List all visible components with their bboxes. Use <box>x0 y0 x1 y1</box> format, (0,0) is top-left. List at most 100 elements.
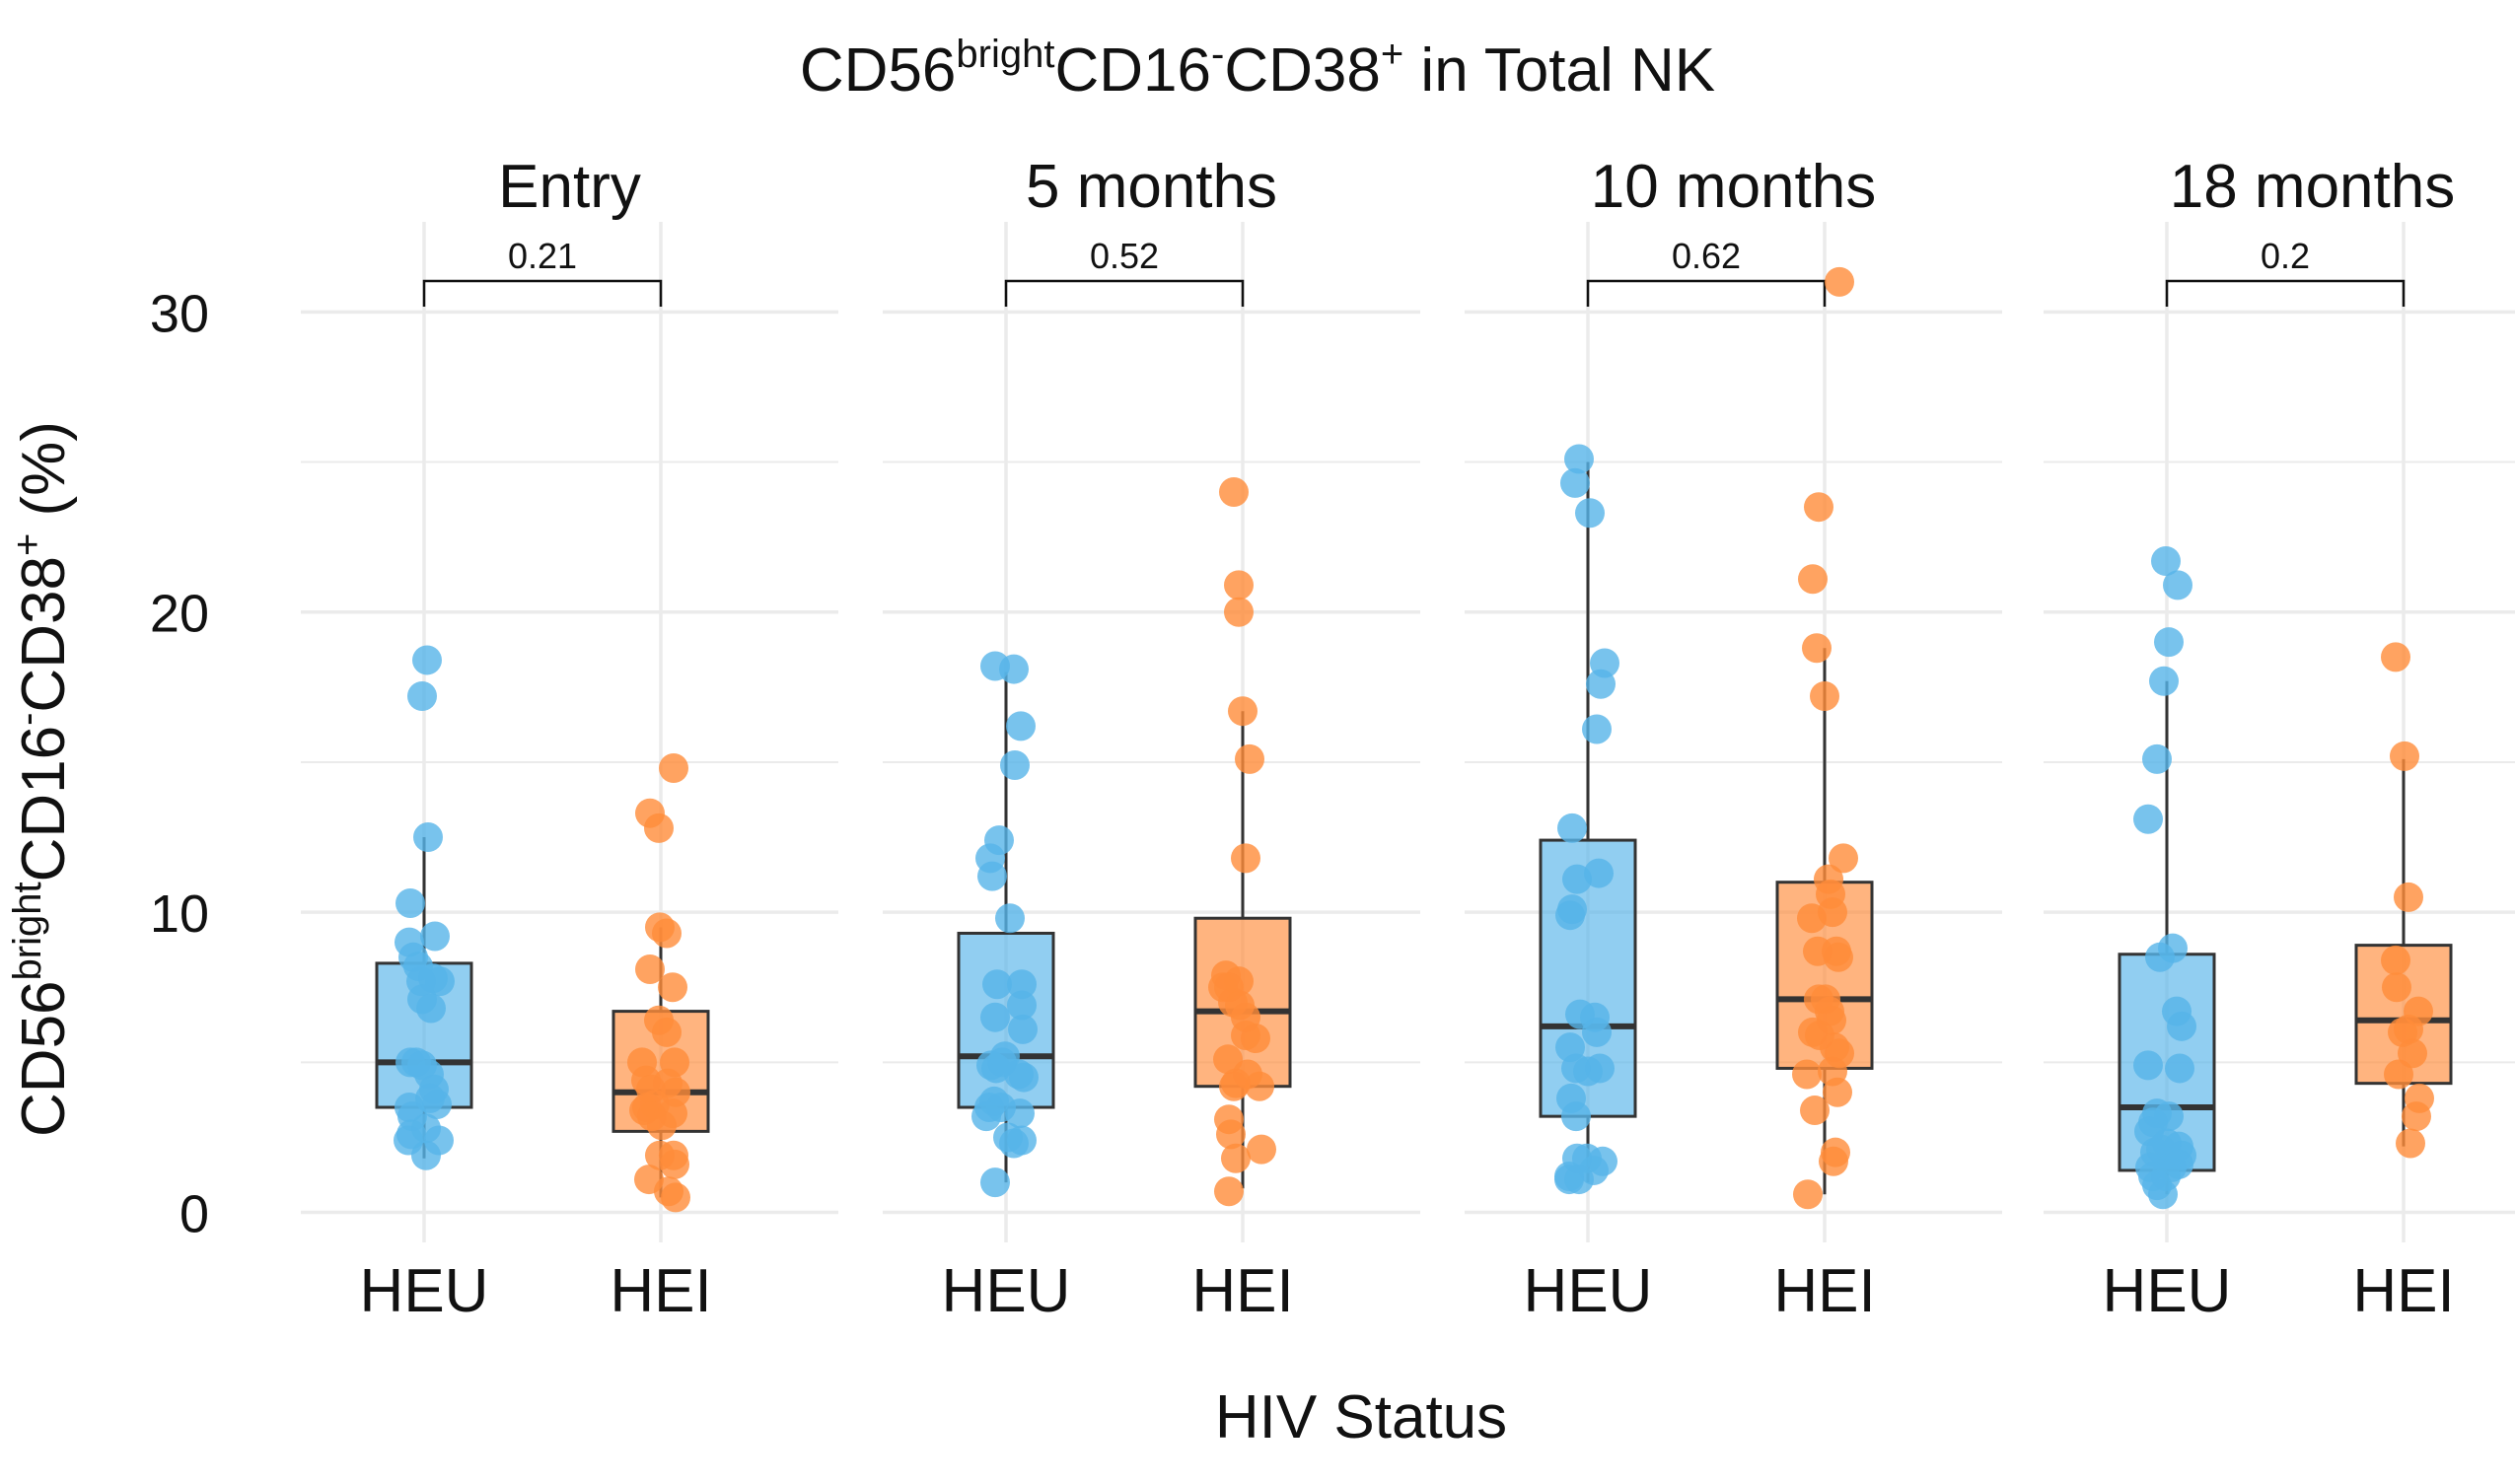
data-point-heu <box>1575 498 1605 529</box>
data-point-hei <box>1219 1071 1249 1101</box>
ylabel-part-base: CD56 <box>10 980 78 1137</box>
x-tick-label: HEU <box>360 1257 489 1325</box>
data-point-hei <box>1224 570 1254 601</box>
data-point-heu <box>1586 669 1616 699</box>
data-point-hei <box>1216 1119 1246 1150</box>
facet-panel: Entry 0.21 HEU HEI <box>301 153 838 1325</box>
data-point-heu <box>980 1167 1010 1198</box>
ylabel-part-tail: (%) <box>10 421 78 533</box>
y-tick-label: 30 <box>150 284 209 343</box>
title-sup-2: - <box>1211 33 1224 76</box>
y-axis-title: CD56brightCD16-CD38+ (%) <box>6 421 78 1137</box>
y-tick-label: 0 <box>180 1185 209 1244</box>
data-point-hei <box>652 918 682 949</box>
data-point-heu <box>1560 467 1590 498</box>
data-point-hei <box>1228 696 1258 727</box>
data-point-hei <box>1219 476 1249 507</box>
data-point-heu <box>2145 942 2175 972</box>
title-part-mid2: CD38 <box>1224 36 1381 105</box>
facet-label: 5 months <box>1026 153 1277 221</box>
data-point-heu <box>1007 1125 1037 1156</box>
data-point-hei <box>659 753 688 784</box>
chart-title: CD56brightCD16-CD38+ in Total NK <box>800 33 1715 105</box>
ylabel-sup-1: bright <box>6 882 49 980</box>
data-point-hei <box>2404 996 2433 1026</box>
ylabel-sup-3: + <box>6 533 49 556</box>
ylabel-part-mid: CD16 <box>10 726 78 883</box>
facet-label: 10 months <box>1591 153 1877 221</box>
significance-bracket <box>1004 279 1245 307</box>
data-point-hei <box>2398 1038 2427 1069</box>
significance-bracket <box>2165 279 2406 307</box>
data-point-heu <box>1557 813 1587 843</box>
data-point-heu <box>1554 1165 1584 1195</box>
data-point-hei <box>1241 1024 1270 1053</box>
p-value-label: 0.21 <box>508 236 577 276</box>
data-point-heu <box>1007 969 1037 1000</box>
data-point-hei <box>2381 945 2410 975</box>
data-point-heu <box>982 969 1012 1000</box>
data-point-hei <box>2384 1059 2413 1090</box>
data-point-heu <box>1009 1062 1039 1093</box>
data-point-hei <box>1820 1032 1849 1063</box>
data-point-hei <box>2396 1128 2425 1159</box>
data-point-hei <box>644 813 674 843</box>
data-point-heu <box>1561 1101 1591 1132</box>
data-point-hei <box>1829 843 1858 874</box>
p-value-label: 0.52 <box>1090 236 1159 276</box>
title-part-mid: CD16 <box>1054 36 1211 105</box>
data-point-heu <box>2167 1011 2196 1041</box>
data-point-heu <box>2154 627 2184 658</box>
data-point-heu <box>971 1101 1001 1132</box>
p-value-label: 0.2 <box>2261 236 2310 276</box>
title-sup-1: bright <box>956 33 1054 76</box>
data-point-heu <box>1582 714 1612 744</box>
facet-panel: 18 months 0.2 HEU HEI <box>2044 153 2515 1325</box>
data-point-hei <box>1818 897 1847 928</box>
facet-label: Entry <box>498 153 641 221</box>
data-point-heu <box>1006 711 1036 742</box>
data-point-heu <box>2148 1179 2178 1210</box>
data-point-heu <box>2165 1053 2194 1084</box>
data-point-hei <box>1224 597 1254 627</box>
data-point-hei <box>2402 1101 2431 1132</box>
x-tick-label: HEI <box>2352 1257 2454 1325</box>
y-tick-label: 20 <box>150 585 209 644</box>
data-point-hei <box>1214 1176 1244 1207</box>
data-point-hei <box>2382 972 2411 1003</box>
data-point-hei <box>1793 1179 1823 1210</box>
data-point-hei <box>2390 741 2419 771</box>
data-point-heu <box>2163 570 2192 601</box>
data-point-hei <box>2381 642 2410 672</box>
data-point-heu <box>1582 1017 1612 1047</box>
data-point-heu <box>411 1140 441 1170</box>
data-point-hei <box>1800 1095 1830 1126</box>
data-point-heu <box>1008 1014 1038 1044</box>
data-point-hei <box>1245 1071 1274 1101</box>
data-point-heu <box>1588 1146 1617 1176</box>
data-point-heu <box>1000 749 1030 780</box>
data-point-hei <box>660 1149 689 1179</box>
data-point-heu <box>999 654 1029 684</box>
p-value-label: 0.62 <box>1672 236 1741 276</box>
data-point-heu <box>1584 858 1614 888</box>
data-point-heu <box>1585 1053 1615 1084</box>
data-point-hei <box>635 954 665 984</box>
x-tick-label: HEU <box>1524 1257 1653 1325</box>
y-tick-label: 10 <box>150 884 209 944</box>
facet-panel: 5 months 0.52 HEU HEI <box>883 153 1420 1325</box>
data-point-hei <box>1825 266 1854 297</box>
data-point-hei <box>1798 564 1828 595</box>
data-point-hei <box>1819 1146 1848 1176</box>
data-point-heu <box>420 921 450 952</box>
data-point-heu <box>1564 444 1594 474</box>
data-point-hei <box>1231 843 1260 874</box>
title-sup-3: + <box>1381 33 1403 76</box>
data-point-heu <box>2142 743 2172 774</box>
data-point-heu <box>2149 666 2179 696</box>
data-point-hei <box>1221 1143 1251 1173</box>
title-part-tail: in Total NK <box>1403 36 1715 105</box>
data-point-hei <box>1823 1077 1852 1107</box>
